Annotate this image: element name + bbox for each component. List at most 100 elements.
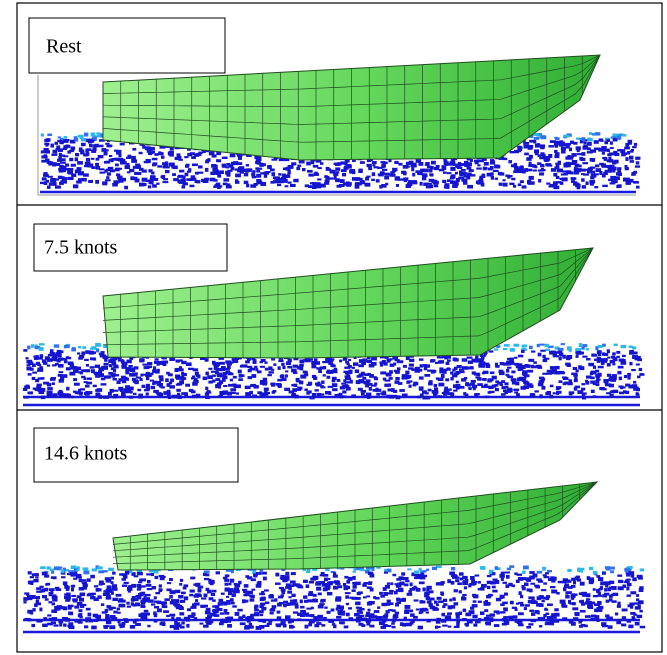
- particle: [212, 375, 216, 377]
- particle: [218, 395, 223, 398]
- particle: [492, 586, 496, 589]
- particle: [588, 167, 593, 170]
- particle: [464, 623, 469, 625]
- particle: [174, 626, 180, 630]
- particle: [609, 165, 615, 168]
- particle: [222, 164, 226, 168]
- particle: [313, 377, 317, 380]
- particle: [285, 586, 290, 589]
- particle: [416, 159, 421, 163]
- particle: [171, 617, 174, 621]
- particle: [330, 359, 334, 361]
- particle: [627, 583, 631, 586]
- particle: [74, 383, 80, 386]
- particle: [355, 602, 360, 606]
- particle: [124, 186, 128, 190]
- particle: [396, 598, 400, 602]
- particle: [332, 380, 336, 383]
- particle: [345, 375, 351, 377]
- particle: [529, 346, 533, 349]
- particle: [498, 172, 502, 175]
- particle: [589, 132, 592, 135]
- particle: [159, 378, 163, 381]
- particle: [73, 599, 77, 603]
- particle: [491, 176, 494, 178]
- particle: [204, 571, 210, 574]
- particle: [286, 167, 291, 171]
- particle: [450, 377, 453, 380]
- particle: [389, 590, 394, 592]
- particle: [360, 611, 364, 614]
- particle: [636, 392, 639, 395]
- particle: [495, 363, 498, 367]
- particle: [300, 600, 303, 604]
- particle: [212, 610, 216, 612]
- particle: [371, 567, 374, 571]
- particle: [292, 388, 297, 392]
- particle: [190, 577, 195, 580]
- particle: [307, 170, 313, 173]
- particle: [40, 354, 44, 357]
- particle: [554, 150, 557, 153]
- particle: [470, 174, 475, 176]
- particle: [273, 363, 276, 366]
- particle: [234, 359, 238, 362]
- particle: [355, 369, 359, 373]
- particle: [271, 172, 275, 176]
- particle: [477, 182, 482, 184]
- particle: [467, 185, 473, 189]
- particle: [235, 168, 239, 170]
- particle: [379, 361, 385, 363]
- particle: [634, 143, 637, 146]
- particle: [181, 622, 184, 625]
- particle: [55, 142, 59, 145]
- particle: [303, 595, 307, 598]
- particle: [547, 370, 552, 372]
- particle: [230, 579, 234, 583]
- particle: [130, 585, 133, 587]
- particle: [224, 602, 227, 606]
- particle: [556, 387, 560, 390]
- particle: [146, 584, 152, 587]
- particle: [411, 368, 416, 370]
- particle: [235, 584, 241, 587]
- particle: [281, 374, 284, 378]
- particle: [112, 373, 116, 376]
- particle: [47, 365, 50, 367]
- particle: [618, 587, 624, 590]
- particle: [235, 179, 238, 183]
- particle: [238, 581, 241, 585]
- particle: [109, 159, 112, 161]
- particle: [493, 170, 499, 172]
- particle: [287, 174, 291, 178]
- particle: [346, 385, 349, 388]
- particle: [155, 358, 159, 360]
- particle: [427, 600, 432, 603]
- particle: [522, 185, 527, 188]
- particle: [155, 592, 160, 594]
- particle: [420, 364, 423, 367]
- particle: [102, 611, 107, 613]
- particle: [605, 566, 611, 569]
- particle: [464, 162, 468, 166]
- particle: [359, 373, 364, 376]
- particle: [497, 345, 500, 347]
- particle: [110, 577, 114, 580]
- particle: [47, 623, 53, 626]
- particle: [213, 179, 217, 182]
- particle: [399, 389, 405, 392]
- particle: [256, 161, 259, 165]
- particle: [549, 185, 554, 187]
- particle: [606, 392, 611, 394]
- particle: [577, 569, 581, 572]
- particle: [104, 359, 107, 362]
- particle: [639, 373, 644, 376]
- particle: [146, 573, 152, 575]
- particle: [467, 620, 473, 624]
- particle: [541, 169, 546, 171]
- particle: [50, 179, 55, 183]
- particle: [54, 359, 58, 362]
- particle: [311, 607, 314, 609]
- particle: [395, 377, 399, 380]
- particle: [308, 382, 312, 385]
